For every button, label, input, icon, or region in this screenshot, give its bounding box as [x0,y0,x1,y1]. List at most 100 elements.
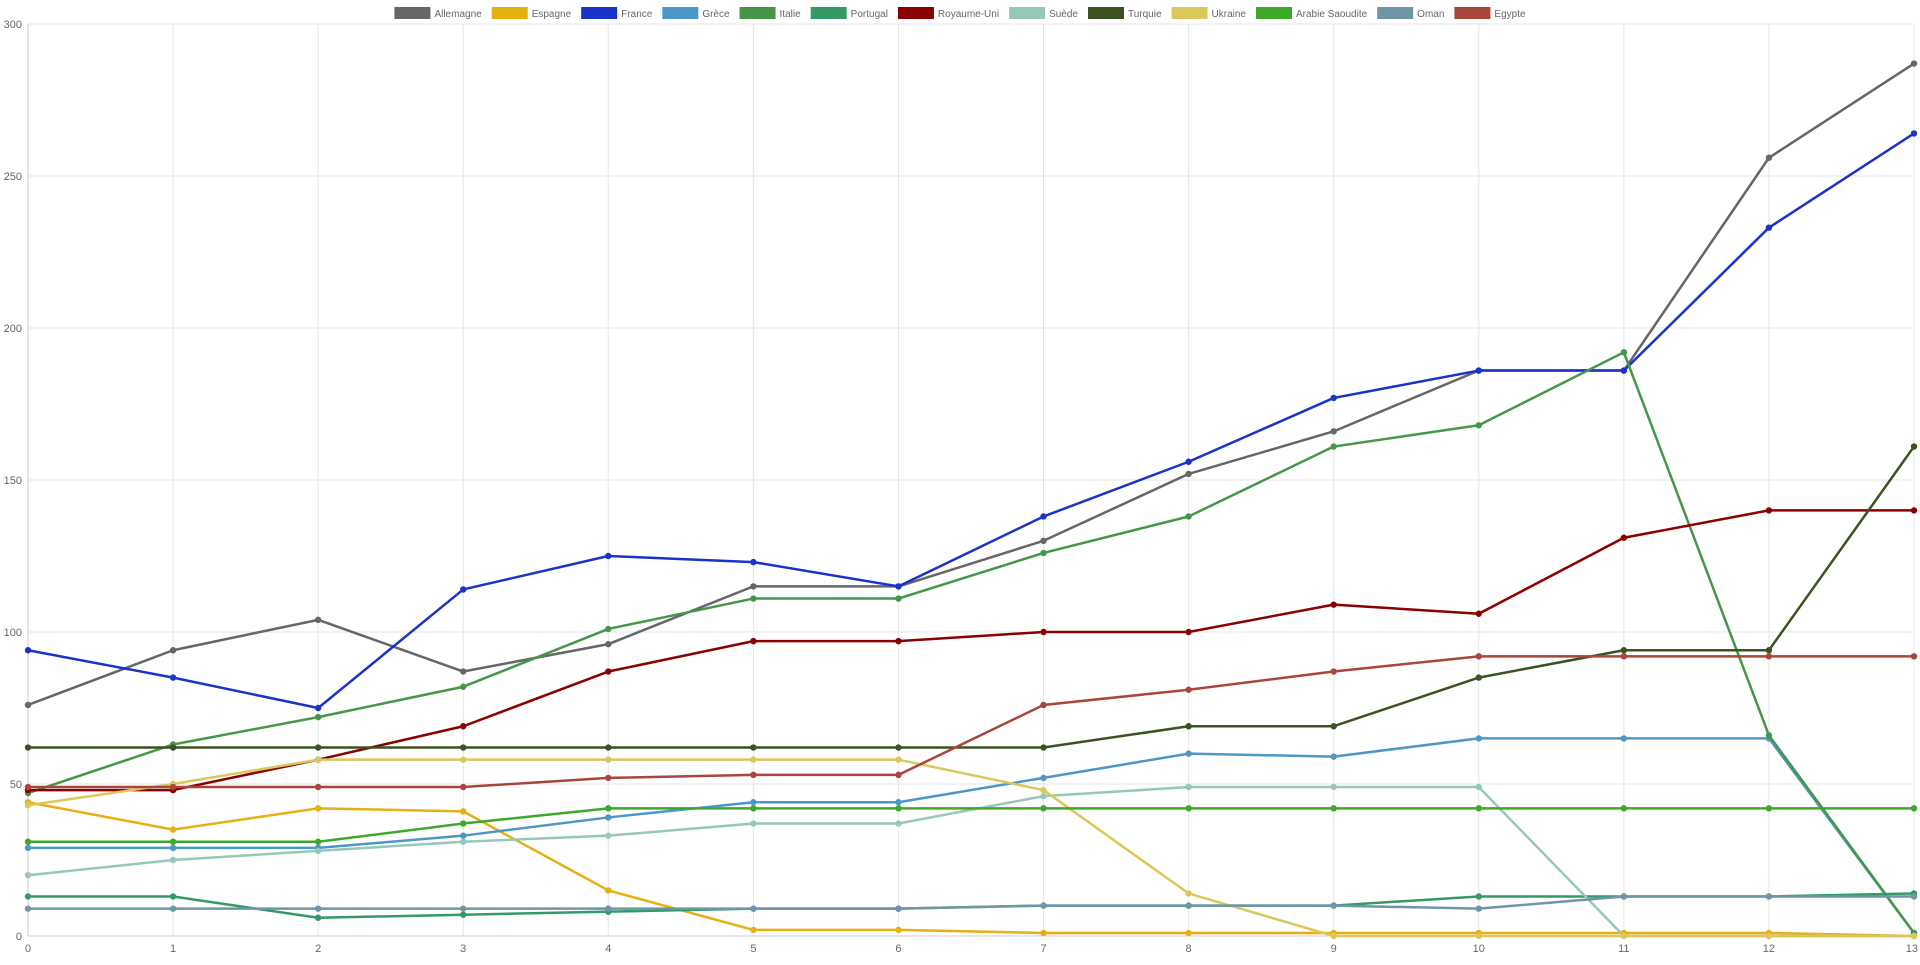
data-point[interactable] [314,847,322,855]
data-point[interactable] [1620,893,1628,900]
data-point[interactable] [24,783,32,791]
data-point[interactable] [895,595,902,602]
data-point[interactable] [24,647,32,654]
data-point[interactable] [750,820,757,827]
legend-item[interactable]: France [581,7,653,20]
legend-item[interactable]: Italie [739,7,802,20]
data-point[interactable] [314,838,322,845]
data-point[interactable] [460,808,467,815]
data-point[interactable] [895,771,902,779]
data-point[interactable] [750,595,757,602]
data-point[interactable] [1040,805,1047,812]
data-point[interactable] [1040,537,1047,544]
data-point[interactable] [1330,753,1337,760]
data-point[interactable] [605,552,612,560]
legend-item[interactable]: Royaume-Uni [897,7,999,20]
data-point[interactable] [169,838,177,845]
data-point[interactable] [314,783,322,791]
data-point[interactable] [169,744,177,751]
data-point[interactable] [605,744,612,751]
data-point[interactable] [895,926,902,934]
legend-item[interactable]: Grèce [662,7,730,20]
data-point[interactable] [169,856,177,864]
data-point[interactable] [1475,674,1482,681]
data-point[interactable] [1910,130,1918,137]
data-point[interactable] [1475,610,1482,617]
data-point[interactable] [750,805,757,812]
data-point[interactable] [1330,428,1337,435]
data-point[interactable] [750,771,757,779]
data-point[interactable] [750,905,757,912]
data-point[interactable] [1330,601,1337,608]
data-point[interactable] [460,744,467,751]
data-point[interactable] [1185,750,1192,757]
data-point[interactable] [1475,932,1482,940]
data-point[interactable] [1475,893,1482,900]
data-point[interactable] [1185,723,1192,730]
data-point[interactable] [314,756,322,763]
data-point[interactable] [314,905,322,912]
data-point[interactable] [1910,805,1918,812]
data-point[interactable] [24,905,32,912]
data-point[interactable] [605,805,612,812]
legend-item[interactable]: Egypte [1454,7,1526,20]
data-point[interactable] [750,756,757,763]
data-point[interactable] [605,832,612,839]
data-point[interactable] [460,905,467,912]
data-point[interactable] [1040,701,1047,709]
data-point[interactable] [460,723,467,730]
data-point[interactable] [1620,367,1628,374]
data-point[interactable] [1475,653,1482,660]
data-point[interactable] [1475,367,1482,374]
data-point[interactable] [1185,458,1192,465]
data-point[interactable] [895,820,902,827]
data-point[interactable] [24,844,32,852]
data-point[interactable] [1620,534,1628,541]
data-point[interactable] [1765,805,1773,812]
legend-item[interactable]: Oman [1377,7,1444,20]
data-point[interactable] [1185,805,1192,812]
legend-item[interactable]: Allemagne [394,7,482,20]
data-point[interactable] [895,905,902,912]
data-point[interactable] [750,583,757,590]
data-point[interactable] [169,783,177,791]
data-point[interactable] [895,805,902,812]
legend-item[interactable]: Ukraine [1171,7,1247,20]
data-point[interactable] [750,799,757,806]
data-point[interactable] [895,744,902,751]
data-point[interactable] [605,774,612,782]
data-point[interactable] [1330,805,1337,812]
data-point[interactable] [1185,628,1192,636]
data-point[interactable] [169,826,177,833]
legend-item[interactable]: Suède [1009,7,1078,20]
data-point[interactable] [1040,792,1047,800]
data-point[interactable] [314,704,322,712]
data-point[interactable] [895,583,902,590]
data-point[interactable] [314,616,322,624]
data-point[interactable] [1040,628,1047,636]
data-point[interactable] [24,802,32,809]
data-point[interactable] [1040,902,1047,909]
data-point[interactable] [1910,893,1918,900]
legend-item[interactable]: Turquie [1087,7,1162,20]
data-point[interactable] [1910,932,1918,940]
data-point[interactable] [24,872,32,879]
data-point[interactable] [605,625,612,633]
data-point[interactable] [1765,507,1773,514]
data-point[interactable] [460,838,467,845]
data-point[interactable] [1330,932,1337,940]
data-point[interactable] [1330,723,1337,730]
data-point[interactable] [1185,890,1192,897]
data-point[interactable] [605,905,612,912]
data-point[interactable] [460,756,467,763]
data-point[interactable] [460,668,467,675]
legend-item[interactable]: Arabie Saoudite [1256,7,1368,20]
data-point[interactable] [1330,783,1337,791]
data-point[interactable] [1330,668,1337,675]
data-point[interactable] [169,844,177,852]
data-point[interactable] [1620,735,1628,742]
data-point[interactable] [1330,443,1337,450]
data-point[interactable] [169,905,177,912]
data-point[interactable] [895,637,902,645]
data-point[interactable] [1185,470,1192,478]
